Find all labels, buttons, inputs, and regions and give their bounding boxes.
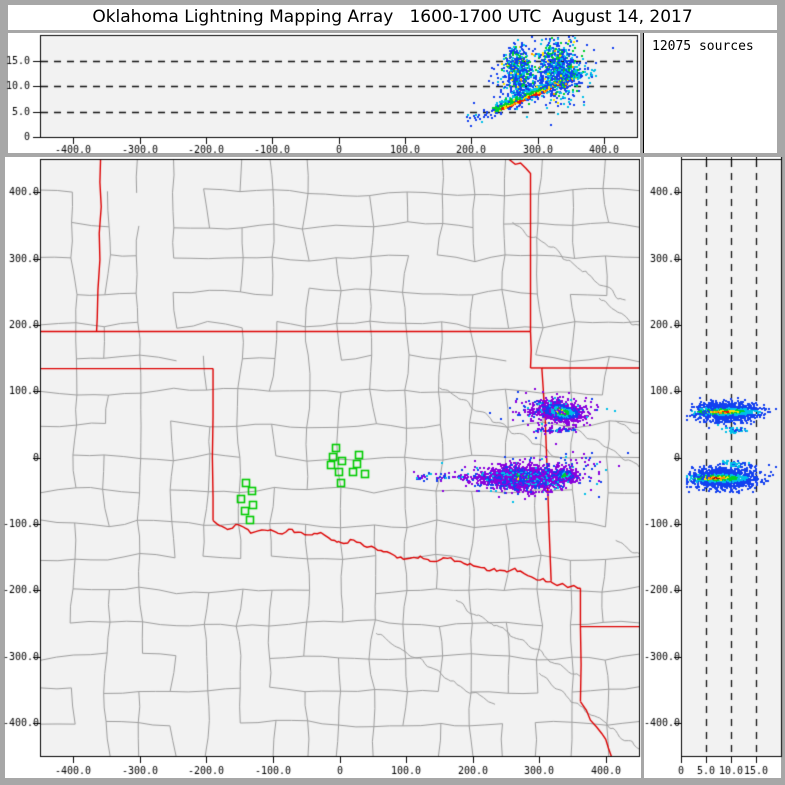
page-title: Oklahoma Lightning Mapping Array 1600-17… [8,5,777,30]
sources-box: 12075 sources [643,33,777,153]
ns-altitude-canvas[interactable] [643,157,785,785]
sources-count: 12075 sources [652,39,754,54]
plan-view-canvas[interactable] [0,157,641,785]
ew-altitude-canvas[interactable] [0,33,641,155]
